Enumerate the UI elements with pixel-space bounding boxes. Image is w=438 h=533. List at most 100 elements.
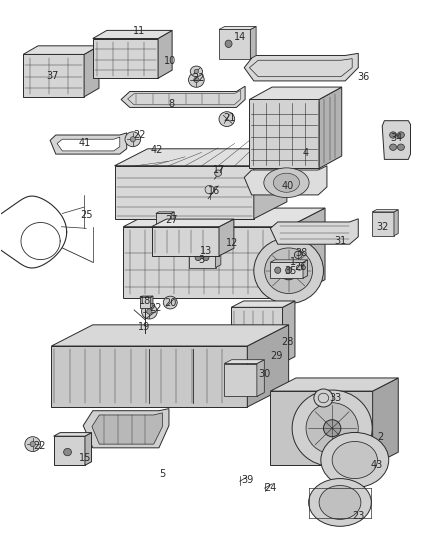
Polygon shape (215, 245, 221, 268)
Polygon shape (254, 149, 287, 219)
Text: 19: 19 (138, 322, 150, 333)
Polygon shape (92, 413, 162, 444)
Polygon shape (270, 262, 303, 278)
Ellipse shape (25, 437, 41, 451)
Polygon shape (171, 212, 174, 229)
Polygon shape (224, 360, 264, 364)
Ellipse shape (225, 40, 232, 47)
Polygon shape (189, 247, 215, 268)
Text: 12: 12 (226, 238, 238, 248)
Polygon shape (83, 409, 169, 448)
Ellipse shape (125, 132, 141, 147)
Ellipse shape (292, 390, 372, 466)
Text: 30: 30 (258, 369, 271, 378)
Ellipse shape (147, 309, 152, 314)
Polygon shape (270, 391, 373, 465)
Text: 10: 10 (164, 56, 177, 66)
Polygon shape (152, 219, 234, 227)
Text: 14: 14 (234, 32, 246, 42)
Polygon shape (270, 260, 307, 262)
Polygon shape (231, 301, 295, 308)
Polygon shape (231, 308, 283, 363)
Text: 5: 5 (159, 470, 166, 479)
Text: 11: 11 (133, 26, 145, 36)
Polygon shape (121, 86, 245, 108)
Text: 26: 26 (295, 262, 307, 271)
Ellipse shape (319, 486, 361, 520)
Ellipse shape (190, 66, 202, 77)
Text: 22: 22 (33, 441, 46, 451)
Text: 20: 20 (164, 297, 177, 308)
Polygon shape (244, 53, 358, 81)
Text: 23: 23 (352, 511, 364, 521)
Text: 4: 4 (303, 148, 309, 158)
Text: 15: 15 (79, 454, 92, 463)
Text: 31: 31 (334, 236, 346, 246)
Text: 28: 28 (282, 337, 294, 347)
Text: 13: 13 (200, 246, 212, 256)
Text: 25: 25 (80, 209, 92, 220)
Polygon shape (250, 100, 319, 168)
Polygon shape (23, 46, 99, 54)
Ellipse shape (397, 144, 404, 150)
Ellipse shape (275, 267, 281, 273)
Polygon shape (247, 325, 289, 407)
Polygon shape (156, 212, 174, 214)
Polygon shape (250, 87, 342, 100)
Ellipse shape (64, 448, 71, 456)
Ellipse shape (219, 112, 235, 126)
Ellipse shape (273, 173, 300, 192)
Ellipse shape (297, 265, 303, 270)
Text: 3: 3 (198, 255, 205, 265)
Ellipse shape (30, 441, 35, 447)
Text: 29: 29 (270, 351, 283, 361)
Ellipse shape (203, 254, 209, 261)
Polygon shape (123, 227, 289, 298)
Polygon shape (51, 346, 247, 407)
Polygon shape (85, 433, 92, 465)
Polygon shape (50, 133, 127, 154)
Text: 42: 42 (151, 145, 163, 155)
Polygon shape (189, 245, 221, 247)
Ellipse shape (286, 267, 292, 273)
Ellipse shape (309, 479, 371, 526)
Text: 27: 27 (165, 215, 177, 225)
Ellipse shape (194, 77, 199, 83)
Ellipse shape (195, 254, 201, 261)
Polygon shape (303, 260, 307, 278)
Ellipse shape (323, 419, 341, 437)
Text: 34: 34 (390, 133, 403, 143)
Polygon shape (151, 296, 153, 308)
Polygon shape (23, 54, 84, 97)
Polygon shape (53, 433, 92, 436)
Text: 16: 16 (208, 186, 220, 196)
Polygon shape (257, 360, 264, 397)
Text: 1: 1 (290, 257, 296, 267)
Ellipse shape (279, 262, 298, 280)
Ellipse shape (215, 170, 222, 176)
Text: 22: 22 (192, 73, 205, 83)
Ellipse shape (294, 251, 302, 259)
Polygon shape (270, 378, 398, 391)
Polygon shape (219, 219, 234, 256)
Polygon shape (283, 301, 295, 363)
Polygon shape (51, 325, 289, 346)
Ellipse shape (194, 69, 198, 74)
Text: 33: 33 (329, 393, 342, 403)
Ellipse shape (130, 136, 135, 142)
Text: 17: 17 (213, 165, 225, 175)
Text: 40: 40 (282, 181, 294, 191)
Ellipse shape (390, 132, 396, 138)
Text: 41: 41 (79, 139, 91, 149)
Polygon shape (115, 166, 254, 219)
Polygon shape (372, 209, 398, 212)
Polygon shape (53, 436, 85, 465)
Polygon shape (156, 214, 171, 229)
Ellipse shape (254, 238, 323, 304)
Ellipse shape (390, 144, 396, 150)
Polygon shape (289, 208, 325, 298)
Text: 37: 37 (46, 70, 59, 80)
Polygon shape (373, 378, 398, 465)
Polygon shape (57, 137, 120, 151)
Polygon shape (319, 87, 342, 168)
